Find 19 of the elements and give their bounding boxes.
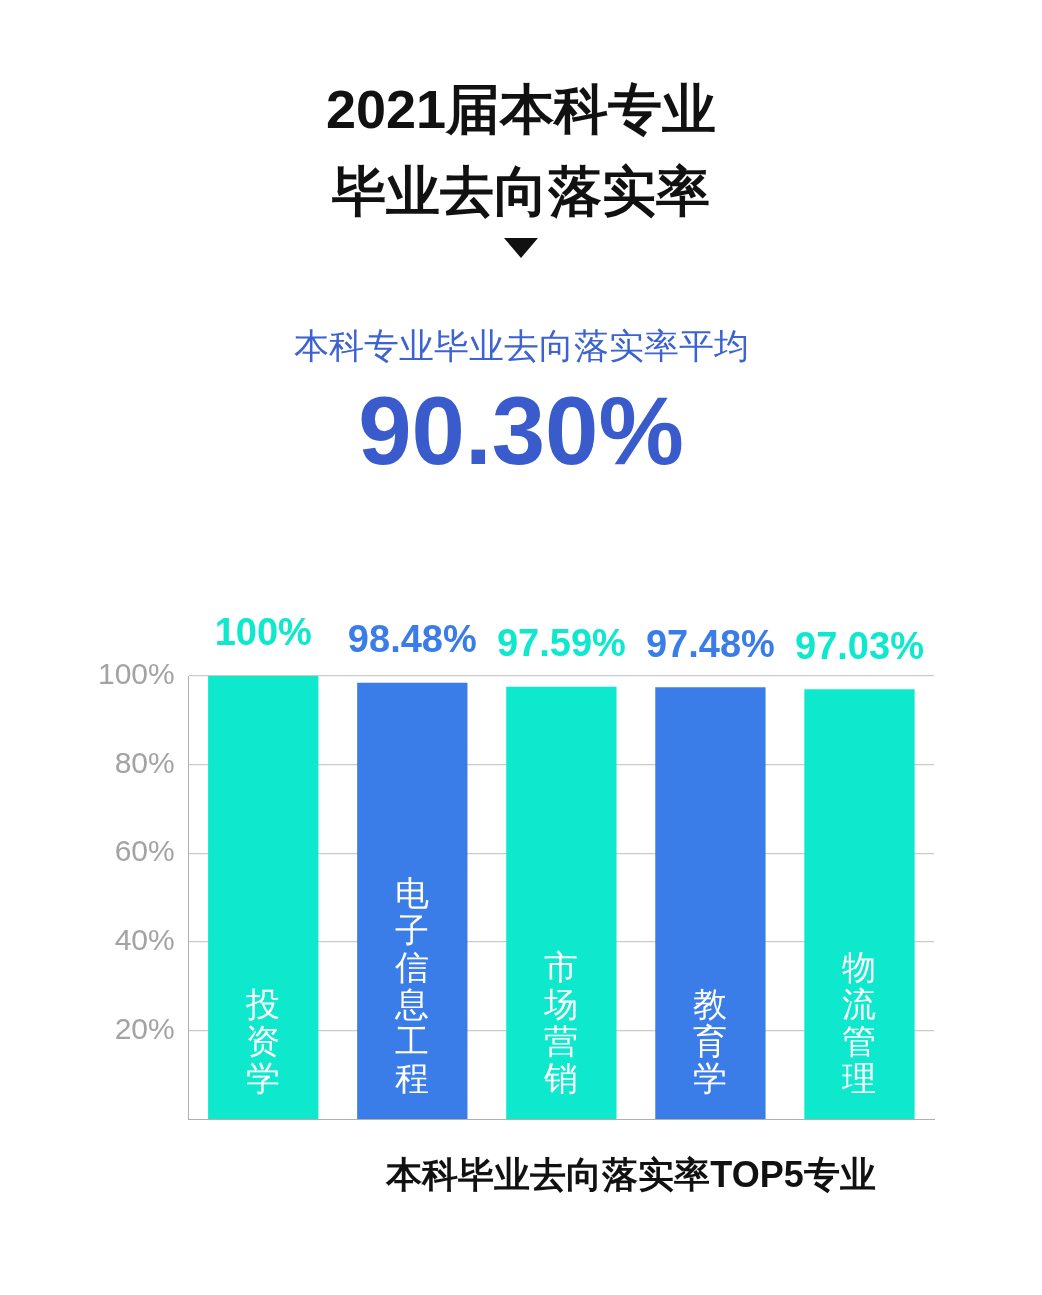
chart-title: 2021届本科专业毕业去向落实率 <box>324 78 718 223</box>
data-label: 98.48% <box>347 618 477 661</box>
data-label: 97.48% <box>645 622 775 665</box>
x-tick-label: 物流管理 <box>841 947 878 1097</box>
text: 90.30% <box>357 376 685 486</box>
x-tick-label: 投资学 <box>245 984 282 1097</box>
y-tick-label: 60% <box>114 834 175 868</box>
x-tick-label: 电子信息工程 <box>394 873 431 1097</box>
x-tick-label: 教育学 <box>692 984 729 1097</box>
chart-subtitle: 本科专业毕业去向落实率平均 <box>292 325 750 367</box>
y-tick-label: 40% <box>114 923 175 957</box>
data-label: 97.03% <box>795 624 924 667</box>
y-tick-label: 20% <box>114 1011 175 1045</box>
data-label: 100% <box>214 611 312 654</box>
data-label: 97.59% <box>496 622 626 665</box>
y-tick-label: 80% <box>114 745 175 779</box>
x-tick-label: 市场营销 <box>543 947 580 1097</box>
x-axis-title: 本科毕业去向落实率TOP5专业 <box>384 1153 877 1197</box>
y-tick-label: 100% <box>97 657 175 691</box>
